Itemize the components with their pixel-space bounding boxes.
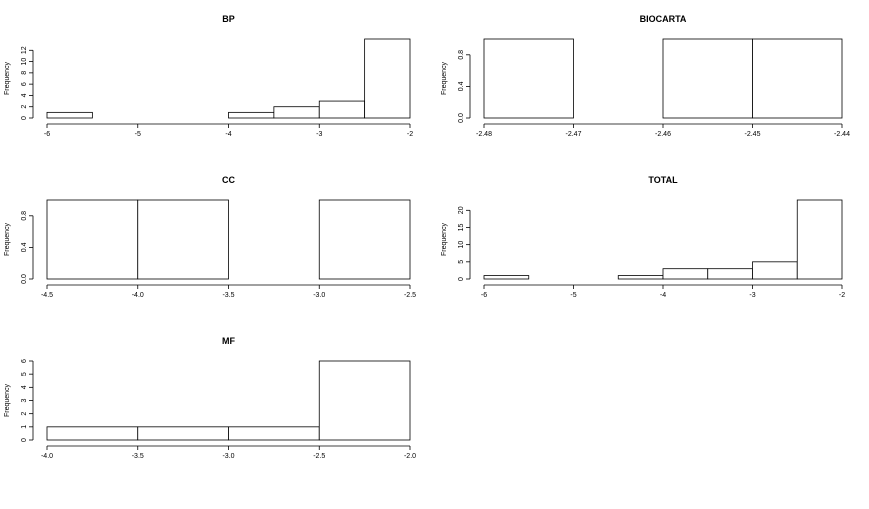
- x-tick-label: -6: [44, 131, 50, 138]
- x-tick-label: -2: [839, 292, 845, 299]
- y-tick-label: 6: [21, 82, 28, 86]
- y-tick-label: 0.0: [458, 113, 465, 123]
- y-tick-label: 5: [21, 372, 28, 376]
- bar: [318, 100, 366, 119]
- y-axis-label: Frequency: [4, 222, 11, 256]
- y-tick-label: 10: [21, 58, 28, 66]
- y-tick-label: 10: [458, 241, 465, 249]
- x-tick-label: -6: [481, 292, 487, 299]
- bar: [364, 38, 411, 119]
- x-tick-label: -4: [660, 292, 666, 299]
- x-tick-label: -3.5: [222, 292, 234, 299]
- bar: [137, 426, 229, 441]
- y-tick-label: 3: [21, 398, 28, 402]
- y-tick-label: 20: [458, 206, 465, 214]
- x-tick-label: -3: [316, 131, 322, 138]
- bar: [137, 199, 229, 280]
- x-tick-label: -2.46: [655, 131, 671, 138]
- x-tick-label: -3.0: [222, 453, 234, 460]
- y-tick-label: 12: [21, 46, 28, 54]
- y-tick-label: 2: [21, 412, 28, 416]
- y-tick-label: 1: [21, 425, 28, 429]
- bar: [662, 38, 753, 119]
- y-tick-label: 0: [21, 116, 28, 120]
- chart-title: TOTAL: [648, 175, 678, 185]
- y-axis-label: Frequency: [4, 383, 11, 417]
- bar: [752, 38, 843, 119]
- x-tick-label: -2.45: [745, 131, 761, 138]
- bar: [483, 38, 574, 119]
- y-tick-label: 8: [21, 71, 28, 75]
- bar: [46, 426, 139, 441]
- y-tick-label: 0.4: [21, 242, 28, 252]
- y-tick-label: 4: [21, 385, 28, 389]
- y-tick-label: 0: [458, 277, 465, 281]
- x-tick-label: -4.0: [132, 292, 144, 299]
- x-tick-label: -5: [570, 292, 576, 299]
- bar: [228, 426, 320, 441]
- x-tick-label: -2: [407, 131, 413, 138]
- y-tick-label: 6: [21, 359, 28, 363]
- x-tick-label: -2.5: [313, 453, 325, 460]
- bar: [617, 275, 664, 280]
- y-tick-label: 0.8: [458, 50, 465, 60]
- x-tick-label: -2.47: [566, 131, 582, 138]
- y-tick-label: 0: [21, 438, 28, 442]
- x-tick-label: -3: [749, 292, 755, 299]
- x-tick-label: -4.0: [41, 453, 53, 460]
- y-tick-label: 2: [21, 105, 28, 109]
- bar: [662, 268, 709, 280]
- bar: [273, 106, 320, 119]
- x-tick-label: -5: [135, 131, 141, 138]
- x-tick-label: -2.0: [404, 453, 416, 460]
- bar: [228, 111, 275, 119]
- chart-title: BIOCARTA: [640, 14, 687, 24]
- y-axis-label: Frequency: [4, 61, 11, 95]
- y-tick-label: 0.0: [21, 274, 28, 284]
- bar: [483, 275, 530, 280]
- bar: [318, 199, 411, 280]
- x-tick-label: -2.48: [476, 131, 492, 138]
- chart-title: MF: [222, 336, 235, 346]
- bar: [46, 199, 139, 280]
- y-tick-label: 5: [458, 260, 465, 264]
- y-axis-label: Frequency: [441, 222, 448, 256]
- y-tick-label: 4: [21, 93, 28, 97]
- bar: [707, 268, 753, 280]
- chart-title: CC: [222, 175, 235, 185]
- y-tick-label: 0.8: [21, 211, 28, 221]
- x-tick-label: -3.5: [132, 453, 144, 460]
- x-tick-label: -2.5: [404, 292, 416, 299]
- bar: [796, 199, 843, 280]
- chart-title: BP: [222, 14, 235, 24]
- bar: [318, 360, 411, 441]
- x-tick-label: -3.0: [313, 292, 325, 299]
- bar: [46, 111, 93, 119]
- x-tick-label: -4.5: [41, 292, 53, 299]
- x-tick-label: -2.44: [834, 131, 850, 138]
- y-tick-label: 0.4: [458, 81, 465, 91]
- bar: [752, 261, 798, 280]
- y-axis-label: Frequency: [441, 61, 448, 95]
- x-tick-label: -4: [225, 131, 231, 138]
- y-tick-label: 15: [458, 223, 465, 231]
